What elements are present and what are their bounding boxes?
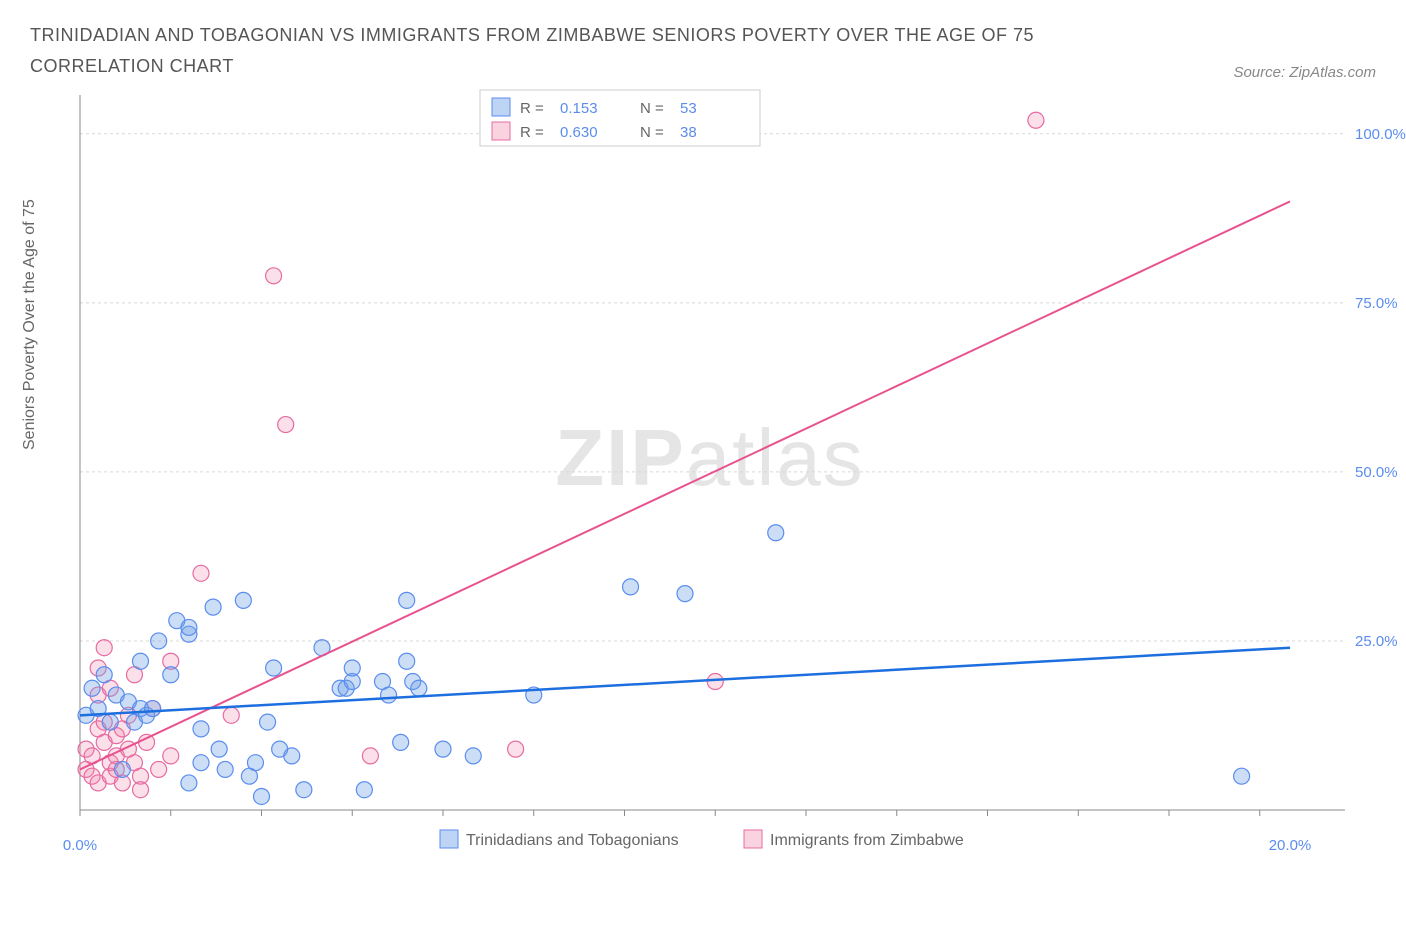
data-point-trinidad bbox=[205, 599, 221, 615]
data-point-trinidad bbox=[217, 761, 233, 777]
series-label: Trinidadians and Tobagonians bbox=[466, 832, 679, 849]
series-swatch bbox=[440, 830, 458, 848]
data-point-trinidad bbox=[296, 782, 312, 798]
chart-title: TRINIDADIAN AND TOBAGONIAN VS IMMIGRANTS… bbox=[30, 20, 1130, 81]
data-point-zimbabwe bbox=[193, 565, 209, 581]
data-point-zimbabwe bbox=[707, 674, 723, 690]
data-point-trinidad bbox=[393, 734, 409, 750]
data-point-trinidad bbox=[344, 660, 360, 676]
data-point-trinidad bbox=[247, 755, 263, 771]
data-point-trinidad bbox=[163, 667, 179, 683]
data-point-trinidad bbox=[284, 748, 300, 764]
legend-r-label: R = bbox=[520, 100, 544, 117]
data-point-zimbabwe bbox=[96, 640, 112, 656]
data-point-trinidad bbox=[96, 667, 112, 683]
data-point-trinidad bbox=[768, 525, 784, 541]
data-point-trinidad bbox=[235, 592, 251, 608]
data-point-trinidad bbox=[181, 619, 197, 635]
data-point-zimbabwe bbox=[163, 748, 179, 764]
data-point-zimbabwe bbox=[278, 417, 294, 433]
watermark: ZIPatlas bbox=[555, 413, 864, 502]
data-point-trinidad bbox=[399, 592, 415, 608]
data-point-zimbabwe bbox=[139, 734, 155, 750]
x-tick-label: 20.0% bbox=[1269, 837, 1312, 854]
series-swatch bbox=[744, 830, 762, 848]
data-point-trinidad bbox=[677, 586, 693, 602]
legend-n-label: N = bbox=[640, 124, 664, 141]
legend-r-value-blue: 0.153 bbox=[560, 100, 598, 117]
data-point-trinidad bbox=[151, 633, 167, 649]
trendline-zimbabwe bbox=[80, 201, 1290, 769]
data-point-trinidad bbox=[193, 755, 209, 771]
data-point-trinidad bbox=[114, 761, 130, 777]
data-point-zimbabwe bbox=[508, 741, 524, 757]
legend-n-label: N = bbox=[640, 100, 664, 117]
source-credit: Source: ZipAtlas.com bbox=[1233, 64, 1376, 81]
data-point-trinidad bbox=[1234, 768, 1250, 784]
legend-r-value-pink: 0.630 bbox=[560, 124, 598, 141]
data-point-trinidad bbox=[181, 775, 197, 791]
data-point-trinidad bbox=[435, 741, 451, 757]
data-point-zimbabwe bbox=[133, 782, 149, 798]
data-point-zimbabwe bbox=[151, 761, 167, 777]
legend-n-value-blue: 53 bbox=[680, 100, 697, 117]
data-point-trinidad bbox=[465, 748, 481, 764]
legend-swatch-pink bbox=[492, 122, 510, 140]
x-tick-label: 0.0% bbox=[63, 837, 97, 854]
data-point-zimbabwe bbox=[362, 748, 378, 764]
data-point-zimbabwe bbox=[1028, 112, 1044, 128]
legend-r-label: R = bbox=[520, 124, 544, 141]
data-point-trinidad bbox=[133, 653, 149, 669]
series-label: Immigrants from Zimbabwe bbox=[770, 832, 964, 849]
data-point-trinidad bbox=[211, 741, 227, 757]
data-point-trinidad bbox=[260, 714, 276, 730]
data-point-trinidad bbox=[84, 680, 100, 696]
y-tick-label: 50.0% bbox=[1355, 464, 1398, 481]
data-point-zimbabwe bbox=[266, 268, 282, 284]
legend-n-value-pink: 38 bbox=[680, 124, 697, 141]
legend-swatch-blue bbox=[492, 98, 510, 116]
y-tick-label: 100.0% bbox=[1355, 126, 1406, 143]
y-tick-label: 25.0% bbox=[1355, 633, 1398, 650]
data-point-trinidad bbox=[411, 680, 427, 696]
trendline-trinidad bbox=[80, 648, 1290, 716]
data-point-trinidad bbox=[399, 653, 415, 669]
data-point-zimbabwe bbox=[223, 707, 239, 723]
data-point-trinidad bbox=[266, 660, 282, 676]
data-point-trinidad bbox=[102, 714, 118, 730]
scatter-chart: ZIPatlas25.0%50.0%75.0%100.0%0.0%20.0%R … bbox=[70, 90, 1370, 850]
data-point-trinidad bbox=[193, 721, 209, 737]
data-point-trinidad bbox=[145, 701, 161, 717]
data-point-trinidad bbox=[254, 788, 270, 804]
y-axis-label: Seniors Poverty Over the Age of 75 bbox=[21, 199, 39, 450]
data-point-trinidad bbox=[356, 782, 372, 798]
data-point-trinidad bbox=[381, 687, 397, 703]
y-tick-label: 75.0% bbox=[1355, 295, 1398, 312]
data-point-trinidad bbox=[623, 579, 639, 595]
